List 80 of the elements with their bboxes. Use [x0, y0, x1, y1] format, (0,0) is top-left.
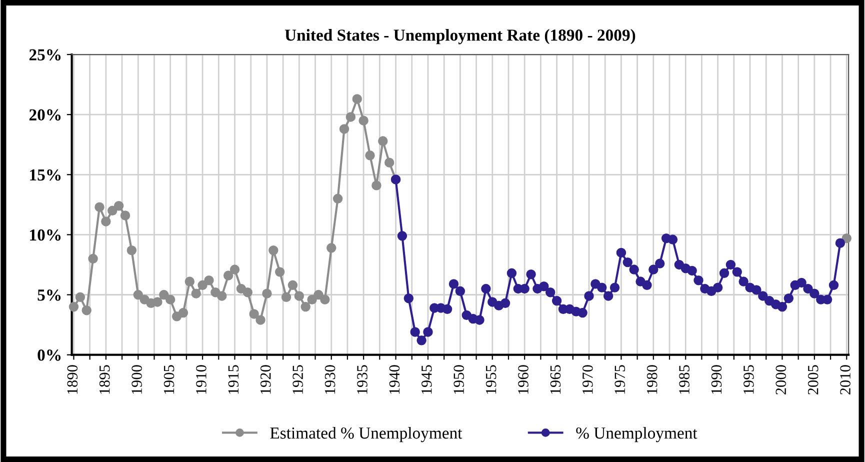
point — [300, 302, 310, 312]
x-tick-label: 1905 — [164, 365, 174, 394]
point — [372, 180, 382, 190]
point — [82, 306, 92, 316]
point — [198, 280, 208, 290]
legend-label: % Unemployment — [576, 426, 698, 442]
point — [268, 245, 278, 256]
y-tick-label: 10% — [30, 229, 61, 241]
point — [346, 112, 356, 122]
x-tick-label: 1995 — [744, 365, 754, 394]
x-tick-label: 1950 — [454, 365, 464, 394]
y-tick-label: 20% — [29, 109, 61, 121]
y-tick-label: 25% — [29, 49, 61, 61]
x-tick-label: 1990 — [711, 365, 722, 394]
point — [178, 308, 188, 318]
point — [378, 136, 388, 146]
point — [88, 254, 98, 264]
x-tick-label: 1935 — [357, 365, 368, 394]
point — [274, 267, 285, 277]
x-tick-label: 1890 — [67, 365, 78, 394]
x-tick-label: 1895 — [99, 365, 110, 394]
x-tick-label: 1900 — [132, 365, 142, 394]
point — [842, 233, 852, 244]
legend-label: Estimated % Unemployment — [270, 426, 462, 442]
x-tick-label: 1975 — [614, 365, 626, 394]
x-tick-label: 2010 — [840, 365, 850, 394]
x-tick-label: 2000 — [776, 365, 786, 394]
point — [94, 202, 104, 212]
point — [314, 290, 324, 300]
point — [281, 292, 292, 302]
chart-title: United States - Unemployment Rate (1890 - 2009) — [284, 29, 636, 44]
point — [223, 270, 234, 280]
point — [365, 150, 375, 160]
point — [249, 309, 259, 319]
point — [262, 288, 272, 298]
point — [242, 287, 252, 298]
point — [307, 294, 317, 304]
x-tick-label: 1955 — [486, 365, 496, 394]
point — [184, 276, 195, 286]
point — [75, 292, 86, 302]
x-tick-label: 1930 — [324, 365, 336, 394]
point — [256, 315, 266, 325]
point — [204, 275, 214, 286]
x-tick-label: 1940 — [389, 365, 400, 394]
point — [108, 206, 118, 216]
y-tick-label: 15% — [30, 169, 61, 181]
point — [326, 243, 336, 253]
point — [152, 297, 162, 307]
point — [68, 302, 79, 312]
x-tick-label: 2005 — [808, 365, 818, 394]
point — [384, 158, 394, 168]
x-tick-label: 1970 — [582, 365, 593, 394]
x-tick-label: 1925 — [292, 365, 303, 394]
point — [159, 290, 169, 300]
x-tick-label: 1965 — [550, 365, 561, 394]
point — [358, 116, 368, 126]
point — [114, 201, 124, 211]
point — [120, 210, 130, 220]
point — [217, 291, 227, 301]
x-tick-label: 1945 — [422, 365, 432, 394]
point — [230, 264, 240, 274]
x-tick-label: 1915 — [228, 365, 239, 394]
point — [101, 216, 111, 226]
point — [294, 291, 304, 301]
point — [352, 94, 362, 104]
point — [288, 280, 298, 290]
x-tick-label: 1920 — [260, 365, 271, 394]
point — [133, 290, 143, 300]
y-tick-label: 0% — [38, 350, 61, 361]
y-tick-label: 5% — [38, 289, 61, 301]
x-tick-label: 1910 — [196, 365, 206, 394]
x-tick-label: 1960 — [518, 365, 528, 394]
point — [320, 294, 330, 304]
point — [126, 245, 137, 256]
x-tick-label: 1985 — [679, 365, 690, 394]
point — [191, 288, 201, 298]
point — [165, 294, 176, 304]
point — [332, 194, 343, 204]
point — [339, 124, 350, 134]
x-tick-label: 1980 — [646, 365, 658, 394]
